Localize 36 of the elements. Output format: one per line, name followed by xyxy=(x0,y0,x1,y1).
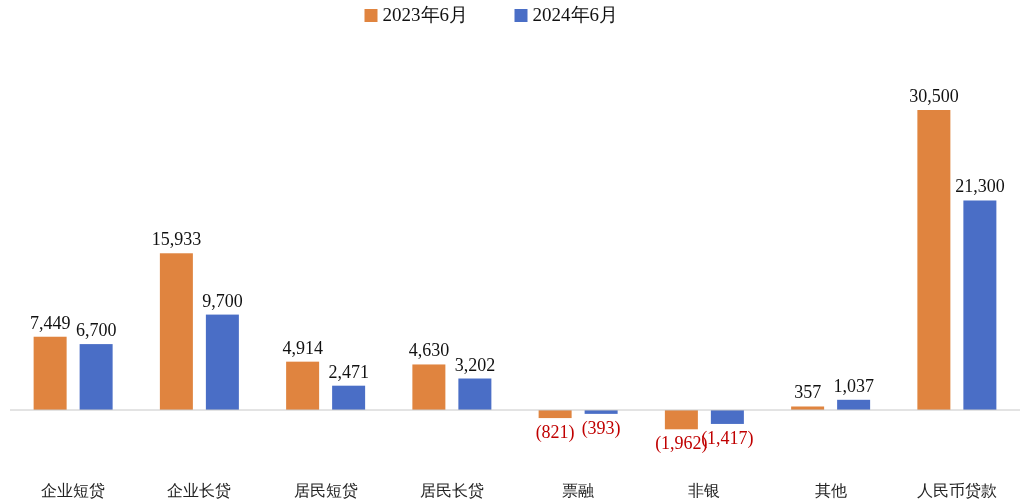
legend-label: 2023年6月 xyxy=(382,4,468,25)
data-label: 7,449 xyxy=(29,312,71,333)
legend-label: 2024年6月 xyxy=(532,4,618,25)
data-label: 4,914 xyxy=(282,337,323,358)
x-tick-label: 企业短贷 xyxy=(41,481,106,500)
x-tick-label: 企业长贷 xyxy=(167,481,232,500)
bar xyxy=(458,378,492,410)
data-label: 30,500 xyxy=(909,86,959,106)
x-tick-label: 居民短贷 xyxy=(293,481,358,500)
bar xyxy=(33,336,67,410)
data-label: (393) xyxy=(581,417,621,439)
data-label: 3,202 xyxy=(454,354,496,375)
bar xyxy=(79,344,113,410)
bar xyxy=(412,364,446,410)
data-label: 21,300 xyxy=(955,176,1005,197)
bar xyxy=(286,361,320,410)
data-label: 9,700 xyxy=(202,290,243,311)
x-tick-label: 人民币贷款 xyxy=(916,481,997,500)
data-label: 4,630 xyxy=(408,340,450,361)
x-tick-label: 非银 xyxy=(688,481,721,500)
bar xyxy=(332,385,366,410)
bar xyxy=(159,253,193,410)
x-tick-label: 票融 xyxy=(562,481,595,500)
bar xyxy=(710,410,744,424)
data-label: 357 xyxy=(794,382,822,403)
bar xyxy=(205,314,239,410)
bar xyxy=(963,200,997,410)
data-label: 2,471 xyxy=(328,361,369,382)
data-label: 15,933 xyxy=(151,229,202,250)
data-label: 6,700 xyxy=(75,320,117,341)
x-tick-label: 居民长贷 xyxy=(419,481,484,500)
bar xyxy=(664,410,698,430)
data-label: (821) xyxy=(535,422,575,444)
data-label: 1,037 xyxy=(833,375,874,396)
bar xyxy=(917,110,951,410)
x-tick-label: 其他 xyxy=(814,481,847,500)
